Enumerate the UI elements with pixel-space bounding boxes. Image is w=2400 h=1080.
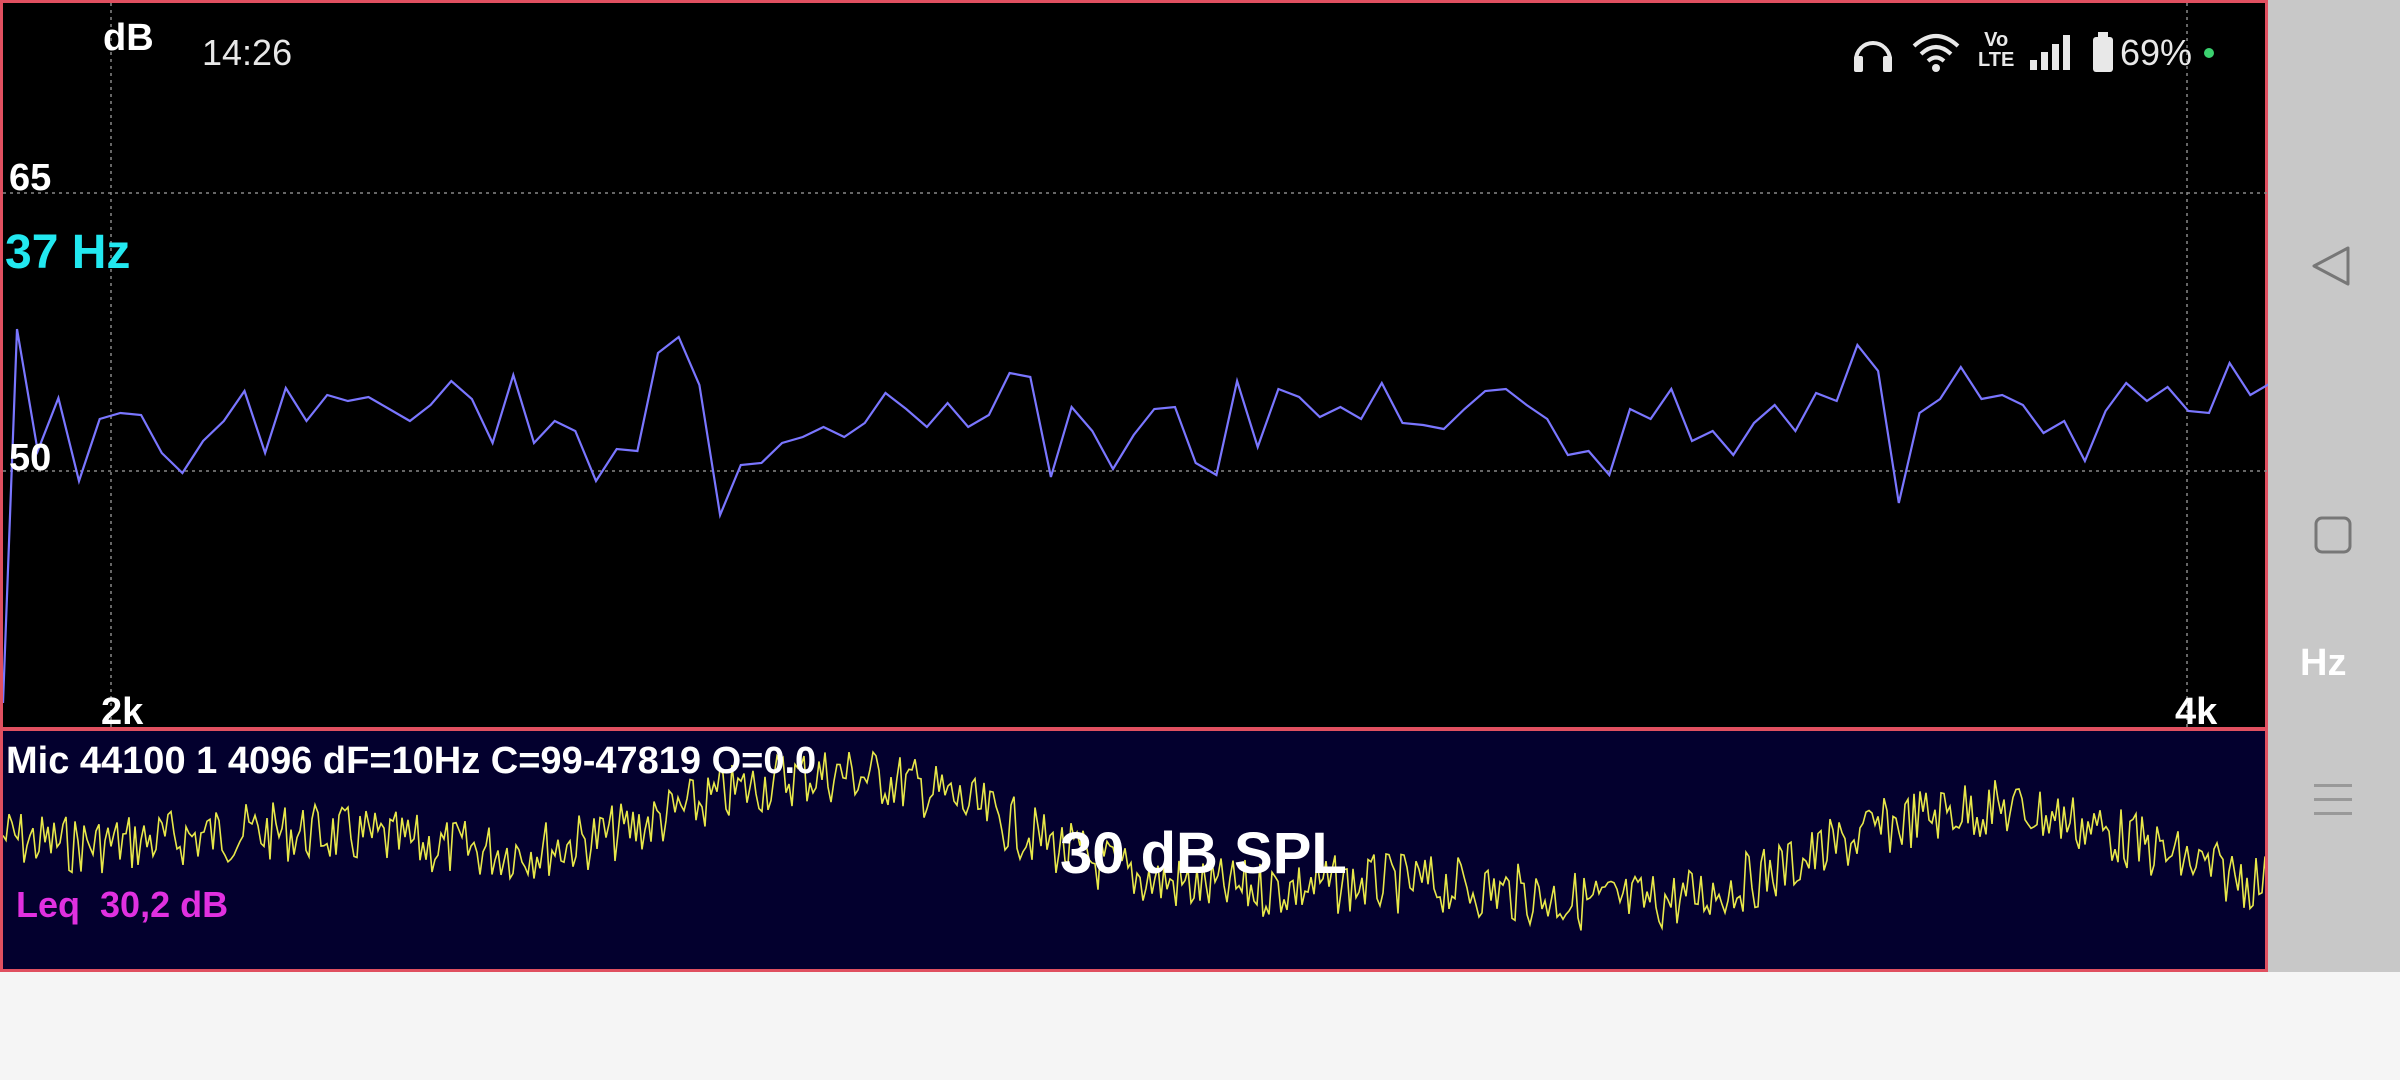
- privacy-dot-icon: [2204, 48, 2214, 58]
- navigation-sidebar: Hz: [2268, 0, 2400, 972]
- back-icon[interactable]: [2308, 244, 2358, 288]
- volte-top-text: Vo: [1984, 29, 2009, 51]
- battery-icon: [2093, 32, 2113, 72]
- y-tick-50: 50: [9, 437, 52, 479]
- peak-frequency-label: 37 Hz: [5, 226, 131, 279]
- headphones-icon: [1854, 41, 1892, 72]
- leq-value: 30,2 dB: [100, 884, 229, 925]
- status-time: 14:26: [202, 32, 293, 73]
- leq-readout: Leq 30,2 dB: [16, 884, 228, 926]
- wifi-icon: [1912, 34, 1960, 72]
- home-icon[interactable]: [2312, 514, 2356, 558]
- volte-icon: Vo LTE: [1978, 30, 2014, 70]
- signal-icon: [2030, 35, 2070, 70]
- unit-toggle-button[interactable]: Hz: [2300, 642, 2347, 684]
- spectrum-graph[interactable]: dB 65 50 2k 4k 37 Hz: [0, 0, 2271, 733]
- spectrum-analyzer-app: dB 65 50 2k 4k 37 Hz Mic 44100 1 4096 dF…: [0, 0, 2400, 972]
- spectrum-plot: [3, 3, 2271, 733]
- waveform-panel[interactable]: [0, 728, 2268, 972]
- y-tick-65: 65: [9, 157, 52, 199]
- x-tick-2k: 2k: [101, 691, 144, 733]
- volte-bottom-text: LTE: [1978, 49, 2015, 71]
- waveform-plot: [3, 750, 2265, 931]
- battery-percent: 69%: [2120, 32, 2193, 73]
- leq-label: Leq: [16, 884, 81, 925]
- x-tick-4k: 4k: [2175, 691, 2218, 733]
- spectrum-line: [3, 328, 2271, 704]
- waveform-line: [3, 750, 2265, 931]
- mic-info-text: Mic 44100 1 4096 dF=10Hz C=99-47819 O=0.…: [6, 740, 817, 782]
- y-unit-label: dB: [103, 17, 154, 59]
- menu-icon[interactable]: [2312, 780, 2356, 824]
- spl-readout: 30 dB SPL: [1060, 821, 1347, 886]
